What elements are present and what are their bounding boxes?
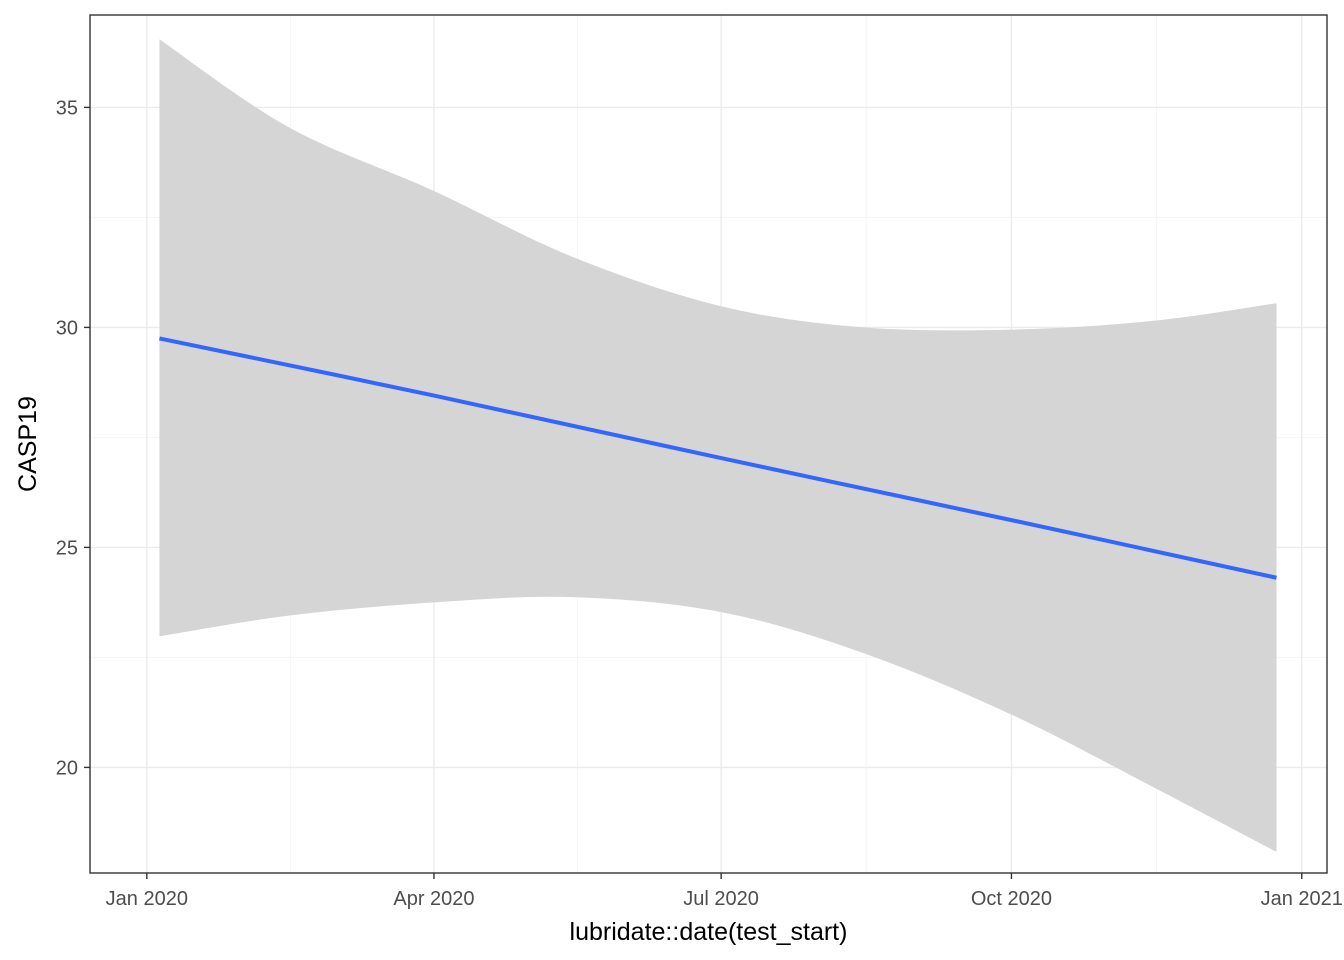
- x-tick-label: Apr 2020: [393, 888, 474, 910]
- trend-line: [159, 336, 1277, 580]
- plot-border: [89, 14, 1328, 874]
- x-tick-label: Jan 2020: [106, 888, 188, 910]
- confidence-ribbon: [159, 39, 1277, 852]
- x-tick-label: Oct 2020: [971, 888, 1052, 910]
- x-tick-label: Jul 2020: [683, 888, 759, 910]
- x-tick-label: Jan 2021: [1261, 888, 1343, 910]
- y-tick-label: 30: [56, 317, 78, 339]
- y-axis-title: CASP19: [14, 396, 42, 492]
- x-axis-title: lubridate::date(test_start): [570, 918, 848, 946]
- y-tick-label: 20: [56, 757, 78, 779]
- y-tick-label: 25: [56, 537, 78, 559]
- y-tick-label: 35: [56, 97, 78, 119]
